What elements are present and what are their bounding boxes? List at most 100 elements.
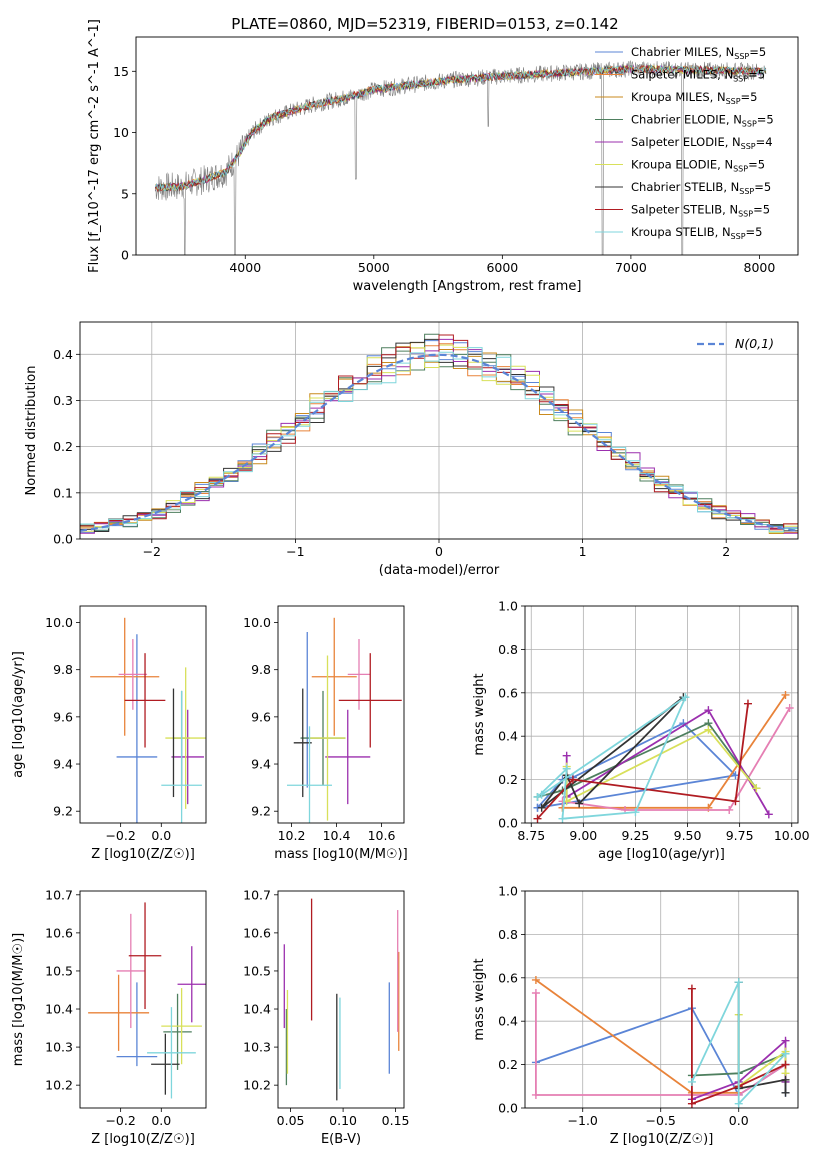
normal-curve bbox=[80, 353, 798, 532]
model-spectrum-krou_elodie bbox=[154, 64, 767, 192]
y-tick-label: 9.2 bbox=[251, 804, 271, 819]
model-spectrum-salp_stelib bbox=[155, 64, 767, 193]
panel-spectrum: 4000 5000 6000 7000 8000 0 5 10 15 wavelength [An… bbox=[87, 19, 799, 294]
y-tick-label: 10.0 bbox=[45, 615, 73, 630]
y-tick-label: 10.6 bbox=[243, 925, 271, 940]
x-tick-label: 6000 bbox=[486, 260, 518, 275]
x-tick-label: 10.4 bbox=[323, 828, 351, 843]
y-tick-label: 9.8 bbox=[251, 662, 271, 677]
x-axis-label: Z [log10(Z/Z☉)] bbox=[610, 1132, 714, 1147]
x-tick-label: −1.0 bbox=[568, 1113, 598, 1128]
legend-label-sub: SSP bbox=[733, 165, 748, 174]
weight-marker-salp_stelib bbox=[568, 775, 577, 784]
x-tick-label: 2 bbox=[722, 544, 730, 559]
y-axis-label: mass weight bbox=[472, 673, 487, 755]
y-tick-label: 10 bbox=[113, 125, 129, 140]
weight-marker-chab_stelib bbox=[781, 1088, 790, 1097]
x-tick-label: 9.75 bbox=[726, 828, 754, 843]
legend-label-n: N bbox=[731, 180, 740, 194]
weight-line-krou_stelib bbox=[536, 694, 688, 820]
legend-label-sub: SSP bbox=[731, 232, 746, 241]
weight-marker-krou_stelib bbox=[734, 978, 743, 987]
legend-label-n: N bbox=[724, 158, 733, 172]
legend-label: Chabrier MILES, NSSP=5 bbox=[631, 45, 766, 61]
y-tick-label: 10.5 bbox=[45, 963, 73, 978]
x-tick-label: 0.10 bbox=[329, 1113, 357, 1128]
legend-label-n: N bbox=[729, 203, 738, 217]
weight-marker-salp_elodie bbox=[764, 810, 773, 819]
y-tick-label: 1.0 bbox=[498, 599, 518, 614]
y-tick-label: 10.2 bbox=[45, 1078, 73, 1093]
panel-z-mass: −0.2 0.0 10.2 10.3 10.4 10.5 10.6 10.7 Z [log10(… bbox=[11, 887, 207, 1147]
legend-label-n: N bbox=[717, 90, 726, 104]
plot-area bbox=[283, 898, 400, 1101]
weight-marker-pink bbox=[531, 988, 540, 997]
y-axis-label: mass weight bbox=[472, 958, 487, 1040]
legend-label: Salpeter MILES, NSSP=5 bbox=[631, 68, 765, 84]
legend-label-rest: =5 bbox=[754, 180, 771, 194]
x-axis-label: age [log10(age/yr)] bbox=[598, 847, 725, 862]
x-tick-label: 0.0 bbox=[151, 1113, 171, 1128]
y-tick-label: 10.0 bbox=[243, 615, 271, 630]
weight-marker-salp_stelib bbox=[781, 1060, 790, 1069]
figure-title: PLATE=0860, MJD=52319, FIBERID=0153, z=0… bbox=[231, 15, 618, 33]
x-tick-label: 0.15 bbox=[382, 1113, 410, 1128]
weight-marker-pink bbox=[785, 703, 794, 712]
plot-area bbox=[88, 902, 206, 1099]
legend-label-rest: =5 bbox=[757, 113, 774, 127]
legend-label: Kroupa STELIB, NSSP=5 bbox=[631, 225, 762, 241]
y-tick-label: 10.6 bbox=[45, 925, 73, 940]
x-axis-label: mass [log10(M/M☉)] bbox=[274, 847, 407, 862]
weight-line-salp_stelib bbox=[536, 703, 749, 820]
model-spectrum-chab_stelib bbox=[154, 64, 767, 192]
weight-marker-salp_stelib bbox=[687, 1099, 696, 1108]
panel-z-weight: −1.0 −0.5 0.0 0.0 0.2 0.4 0.6 0.8 1.0 Z [log10(Z/… bbox=[472, 884, 799, 1147]
legend-label-n: N bbox=[724, 68, 733, 82]
legend-label-sub: SSP bbox=[734, 52, 749, 61]
y-tick-label: 0.2 bbox=[53, 439, 73, 454]
y-axis-label: Flux [f_λ10^-17 erg cm^-2 s^-1 A^-1] bbox=[87, 19, 102, 273]
x-tick-label: 9.25 bbox=[622, 828, 650, 843]
x-axis-label: wavelength [Angstrom, rest frame] bbox=[353, 279, 582, 294]
weight-marker-krou_stelib bbox=[562, 764, 571, 773]
axes-frame bbox=[277, 605, 405, 824]
x-tick-label: −0.2 bbox=[105, 1113, 135, 1128]
y-tick-label: 10.7 bbox=[45, 887, 73, 902]
weight-marker-krou_stelib bbox=[687, 1077, 696, 1086]
weight-marker-krou_elodie bbox=[752, 784, 761, 793]
weight-line-krou_elodie bbox=[565, 728, 757, 803]
weight-marker-pink bbox=[531, 1090, 540, 1099]
y-tick-label: 0.4 bbox=[498, 1014, 518, 1029]
x-tick-label: −2 bbox=[143, 544, 161, 559]
weight-marker-pink bbox=[725, 805, 734, 814]
y-tick-label: 9.6 bbox=[251, 709, 271, 724]
histogram-krou_stelib bbox=[80, 347, 798, 533]
weight-marker-chab_stelib bbox=[781, 1075, 790, 1084]
weight-marker-salp_stelib bbox=[731, 797, 740, 806]
weight-marker-salp_elodie bbox=[704, 706, 713, 715]
x-tick-label: 9.00 bbox=[569, 828, 597, 843]
legend: N(0,1) bbox=[697, 336, 774, 351]
legend-label-sub: SSP bbox=[726, 97, 741, 106]
x-axis-label: E(B-V) bbox=[321, 1132, 361, 1147]
weight-marker-krou_elodie bbox=[704, 725, 713, 734]
panel-mass-age: 10.2 10.4 10.6 9.2 9.4 9.6 9.8 10.0 mass [log10(… bbox=[243, 605, 408, 862]
x-tick-label: 10.2 bbox=[278, 828, 306, 843]
legend-label: Salpeter ELODIE, NSSP=4 bbox=[631, 135, 773, 151]
weight-marker-krou_stelib bbox=[681, 693, 690, 702]
y-tick-label: 0.1 bbox=[53, 485, 73, 500]
x-tick-label: 5000 bbox=[358, 260, 390, 275]
y-tick-label: 0.0 bbox=[53, 532, 73, 547]
axes-frame bbox=[524, 890, 799, 1109]
legend-label-n: N bbox=[732, 135, 741, 149]
x-tick-label: 9.50 bbox=[674, 828, 702, 843]
y-tick-label: 9.6 bbox=[53, 709, 73, 724]
weight-marker-krou_stelib bbox=[734, 1099, 743, 1108]
weight-marker-salp_miles bbox=[781, 690, 790, 699]
x-tick-label: −0.2 bbox=[105, 828, 135, 843]
y-tick-label: 0.4 bbox=[53, 347, 73, 362]
x-tick-label: 0 bbox=[435, 544, 443, 559]
weight-marker-krou_stelib bbox=[533, 792, 542, 801]
y-tick-label: 0.2 bbox=[498, 1057, 518, 1072]
y-tick-label: 9.8 bbox=[53, 662, 73, 677]
